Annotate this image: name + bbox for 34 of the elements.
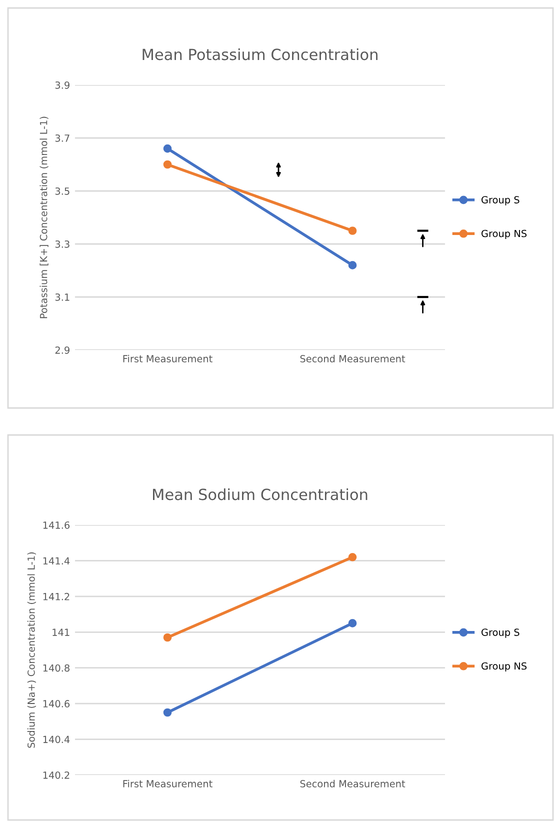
y-axis-title: Sodium (Na+) Concentration (mmol L-1) xyxy=(27,552,36,748)
chart-title: Mean Potassium Concentration xyxy=(142,48,378,60)
point xyxy=(163,708,172,717)
y-tick-label: 141 xyxy=(52,628,70,636)
y-tick-label: 141.6 xyxy=(43,521,70,529)
y-tick-label: 3.3 xyxy=(55,240,70,248)
legend-label: Group NS xyxy=(482,662,527,672)
point xyxy=(348,619,357,628)
legend-label: Group S xyxy=(482,628,520,638)
legend-label: Group S xyxy=(482,196,520,206)
y-tick-label: 3.5 xyxy=(55,187,70,195)
y-tick-label: 140.4 xyxy=(43,736,70,744)
chart-title: Mean Sodium Concentration xyxy=(153,488,368,500)
y-tick-label: 141.4 xyxy=(43,557,70,564)
legend-label: Group NS xyxy=(482,230,527,240)
y-tick-label: 140.2 xyxy=(43,771,70,779)
point xyxy=(348,552,357,562)
y-tick-label: 141.2 xyxy=(43,592,70,600)
point xyxy=(348,261,357,270)
x-tick-label: First Measurement xyxy=(123,354,212,362)
point xyxy=(348,226,357,235)
x-tick-label: Second Measurement xyxy=(300,780,406,788)
point xyxy=(163,160,172,169)
point xyxy=(163,144,172,153)
point xyxy=(163,633,172,642)
y-tick-label: 3.9 xyxy=(55,81,70,89)
x-tick-label: Second Measurement xyxy=(300,354,406,362)
y-tick-label: 3.7 xyxy=(55,134,70,142)
y-tick-label: 140.6 xyxy=(43,700,70,708)
y-axis-title: Potassium [K+] Concentration (mmol L-1) xyxy=(40,116,48,318)
y-tick-label: 3.1 xyxy=(55,293,70,301)
y-tick-label: 140.8 xyxy=(43,664,70,672)
y-tick-label: 2.9 xyxy=(55,346,70,354)
x-tick-label: First Measurement xyxy=(123,780,212,788)
